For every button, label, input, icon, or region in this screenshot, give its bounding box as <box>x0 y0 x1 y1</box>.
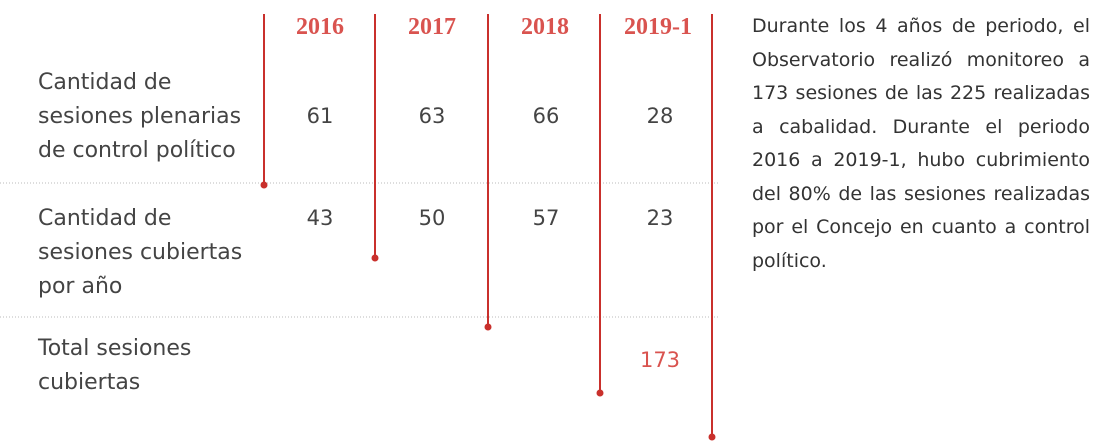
note: Durante los 4 años de periodo, el Observ… <box>752 15 1090 272</box>
rule-dot <box>708 433 716 441</box>
cell: 63 <box>418 104 446 128</box>
total-cell: 173 <box>639 348 681 372</box>
cell: 50 <box>418 206 446 230</box>
cell: 57 <box>532 206 560 230</box>
rule-dot <box>371 254 379 262</box>
rule-dot <box>260 181 268 189</box>
cell: 43 <box>306 206 334 230</box>
column-header: 2018 <box>521 14 569 40</box>
column-header: 2017 <box>408 14 456 40</box>
row-label: Total sesiones cubiertas <box>38 336 192 395</box>
row-label: Cantidad de sesiones plenarias de contro… <box>38 70 242 163</box>
row-label: Cantidad de sesiones cubiertas por año <box>38 206 243 299</box>
cell: 66 <box>532 104 560 128</box>
column-header: 2019-1 <box>624 14 692 40</box>
rule-dot <box>484 323 492 331</box>
rule-dot <box>596 389 604 397</box>
cell: 28 <box>646 104 674 128</box>
cell: 23 <box>646 206 674 230</box>
column-header: 2016 <box>296 14 344 40</box>
cell: 61 <box>306 104 334 128</box>
